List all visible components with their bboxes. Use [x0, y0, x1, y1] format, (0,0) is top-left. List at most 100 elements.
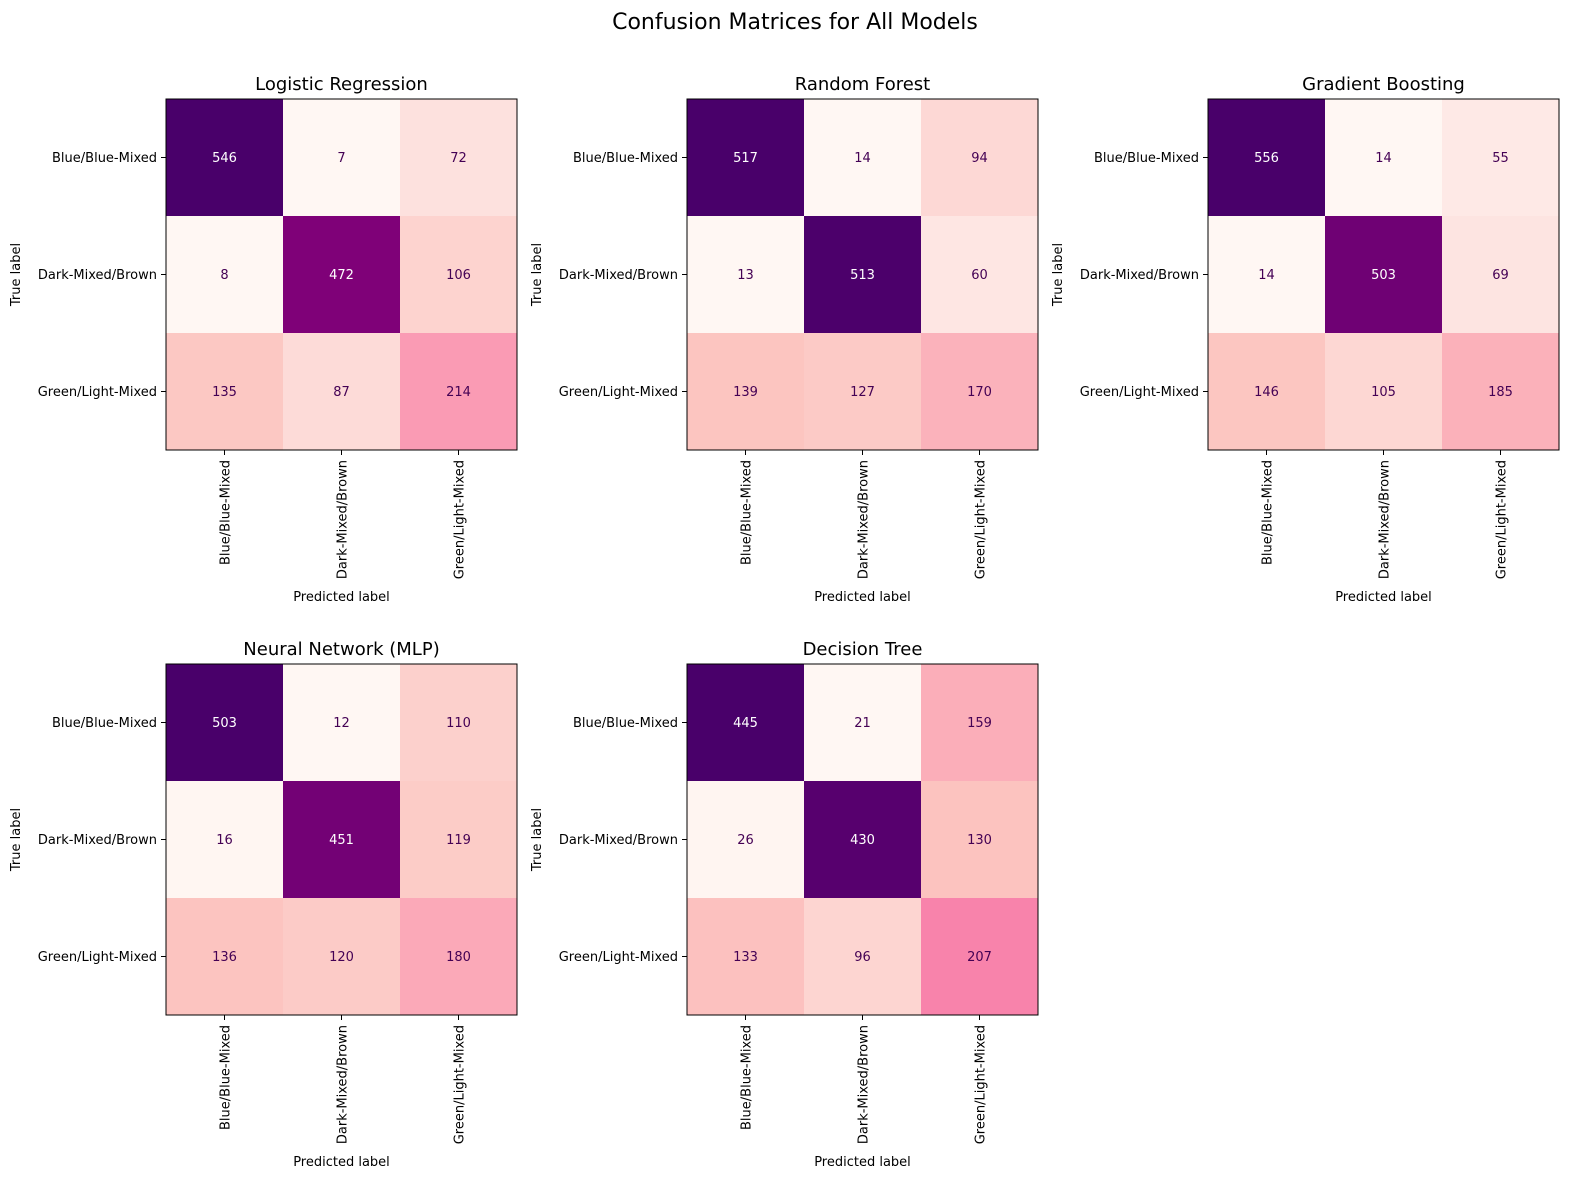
- x-tick-label: Blue/Blue-Mixed: [740, 460, 755, 565]
- matrix-cell: [1208, 333, 1325, 450]
- y-axis-label: True label: [1051, 243, 1066, 307]
- matrix-cell: [921, 898, 1038, 1015]
- y-tick-label: Dark-Mixed/Brown: [38, 833, 157, 848]
- cell-value-label: 110: [446, 716, 471, 731]
- matrix-cell: [400, 781, 517, 898]
- matrix-cell: [921, 216, 1038, 333]
- matrix-cell: [804, 99, 921, 216]
- x-tick-label: Green/Light-Mixed: [974, 460, 989, 579]
- panel-title: Decision Tree: [803, 639, 923, 660]
- matrix-cell: [400, 664, 517, 781]
- matrix-cell: [804, 781, 921, 898]
- cell-value-label: 170: [967, 385, 992, 400]
- cell-value-label: 55: [1492, 151, 1509, 166]
- x-tick-label: Blue/Blue-Mixed: [740, 1025, 755, 1130]
- matrix-cell: [166, 216, 283, 333]
- matrix-cell: [687, 333, 804, 450]
- cell-value-label: 180: [446, 950, 471, 965]
- x-tick-label: Dark-Mixed/Brown: [336, 460, 351, 579]
- cell-value-label: 94: [971, 151, 988, 166]
- matrix-cell: [687, 781, 804, 898]
- matrix-cell: [1325, 333, 1442, 450]
- y-tick-label: Dark-Mixed/Brown: [559, 833, 678, 848]
- y-axis-label: True label: [9, 808, 24, 872]
- cell-value-label: 451: [329, 833, 354, 848]
- cell-value-label: 12: [333, 716, 350, 731]
- matrix-cell: [921, 333, 1038, 450]
- x-axis-label: Predicted label: [293, 1155, 390, 1170]
- cell-value-label: 503: [1371, 268, 1396, 283]
- cell-value-label: 120: [329, 950, 354, 965]
- matrix-cell: [1325, 99, 1442, 216]
- confusion-matrix-panel: Neural Network (MLP) 503 12 110 16 451 119 136 1…: [9, 639, 518, 1170]
- matrix-cell: [400, 216, 517, 333]
- y-tick-label: Dark-Mixed/Brown: [559, 268, 678, 283]
- cell-value-label: 96: [854, 950, 871, 965]
- matrix-cell: [1442, 99, 1559, 216]
- y-tick-label: Blue/Blue-Mixed: [52, 151, 157, 166]
- matrix-cell: [166, 898, 283, 1015]
- matrix-cell: [921, 99, 1038, 216]
- matrix-cell: [283, 216, 400, 333]
- x-tick-label: Blue/Blue-Mixed: [1261, 460, 1276, 565]
- y-tick-label: Dark-Mixed/Brown: [38, 268, 157, 283]
- matrix-cell: [687, 664, 804, 781]
- x-tick-label: Dark-Mixed/Brown: [857, 1025, 872, 1144]
- panel-title: Random Forest: [795, 74, 930, 95]
- panel-title: Logistic Regression: [255, 74, 428, 95]
- panel-title: Gradient Boosting: [1302, 74, 1465, 95]
- matrix-cell: [804, 898, 921, 1015]
- x-axis-label: Predicted label: [1335, 590, 1432, 605]
- matrix-cell: [687, 99, 804, 216]
- y-tick-label: Green/Light-Mixed: [559, 950, 678, 965]
- cell-value-label: 159: [967, 716, 992, 731]
- y-tick-label: Blue/Blue-Mixed: [1094, 151, 1199, 166]
- cell-value-label: 185: [1488, 385, 1513, 400]
- cell-value-label: 87: [333, 385, 350, 400]
- matrix-cell: [283, 99, 400, 216]
- cell-value-label: 430: [850, 833, 875, 848]
- cell-value-label: 503: [212, 716, 237, 731]
- cell-value-label: 13: [737, 268, 754, 283]
- cell-value-label: 445: [733, 716, 758, 731]
- matrix-cell: [283, 781, 400, 898]
- cell-value-label: 517: [733, 151, 758, 166]
- matrix-cell: [804, 333, 921, 450]
- x-tick-label: Green/Light-Mixed: [974, 1025, 989, 1144]
- matrix-cell: [283, 664, 400, 781]
- cell-value-label: 14: [854, 151, 871, 166]
- y-tick-label: Dark-Mixed/Brown: [1080, 268, 1199, 283]
- cell-value-label: 60: [971, 268, 988, 283]
- cell-value-label: 546: [212, 151, 237, 166]
- confusion-matrix-panel: Gradient Boosting 556 14 55 14 503 69 146 105 185…: [1051, 74, 1560, 605]
- y-axis-label: True label: [530, 243, 545, 307]
- y-axis-label: True label: [530, 808, 545, 872]
- y-tick-label: Blue/Blue-Mixed: [573, 151, 678, 166]
- matrix-cell: [166, 664, 283, 781]
- matrix-cell: [804, 664, 921, 781]
- confusion-matrix-panel: Random Forest 517 14 94 13 513 60 139 127 170 Blue…: [530, 74, 1039, 605]
- cell-value-label: 139: [733, 385, 758, 400]
- x-axis-label: Predicted label: [293, 590, 390, 605]
- y-axis-label: True label: [9, 243, 24, 307]
- cell-value-label: 119: [446, 833, 471, 848]
- x-axis-label: Predicted label: [814, 1155, 911, 1170]
- cell-value-label: 105: [1371, 385, 1396, 400]
- matrix-cell: [921, 664, 1038, 781]
- x-tick-label: Blue/Blue-Mixed: [219, 1025, 234, 1130]
- y-tick-label: Blue/Blue-Mixed: [573, 716, 678, 731]
- matrix-cell: [166, 333, 283, 450]
- matrix-cell: [804, 216, 921, 333]
- matrix-cell: [1442, 333, 1559, 450]
- x-tick-label: Green/Light-Mixed: [1495, 460, 1510, 579]
- matrix-cell: [921, 781, 1038, 898]
- cell-value-label: 472: [329, 268, 354, 283]
- x-tick-label: Dark-Mixed/Brown: [336, 1025, 351, 1144]
- matrix-cell: [687, 898, 804, 1015]
- confusion-matrix-panel: Logistic Regression 546 7 72 8 472 106 135 87 214…: [9, 74, 518, 605]
- cell-value-label: 69: [1492, 268, 1509, 283]
- cell-value-label: 136: [212, 950, 237, 965]
- x-tick-label: Green/Light-Mixed: [453, 460, 468, 579]
- cell-value-label: 72: [450, 151, 467, 166]
